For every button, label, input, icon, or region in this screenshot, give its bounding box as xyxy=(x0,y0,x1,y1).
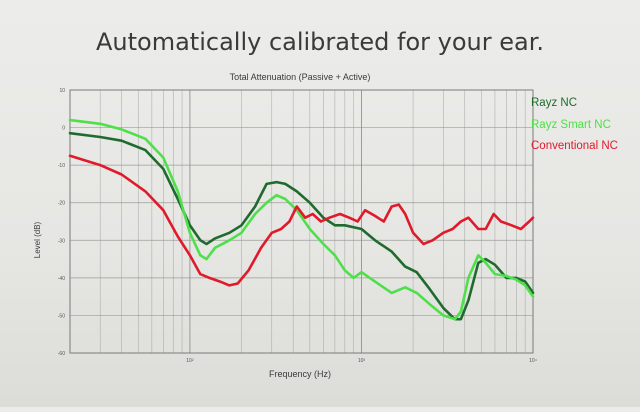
y-tick-label: -20 xyxy=(58,201,65,207)
y-tick-label: 10 xyxy=(59,88,65,94)
x-tick-label: 10⁴ xyxy=(529,358,537,364)
series-layer xyxy=(68,118,535,321)
series-line-2 xyxy=(68,154,535,287)
y-tick-label: 0 xyxy=(62,126,65,132)
series-line-0 xyxy=(68,131,535,321)
x-axis-label: Frequency (Hz) xyxy=(269,369,331,379)
x-tick-label: 10² xyxy=(186,358,194,364)
series-line-1 xyxy=(68,118,535,321)
y-tick-label: -10 xyxy=(58,163,65,169)
legend-item: Conventional NC xyxy=(531,140,618,152)
y-axis-label: Level (dB) xyxy=(33,221,42,258)
y-tick-label: -40 xyxy=(58,276,65,282)
legend: Rayz NC Rayz Smart NC Conventional NC xyxy=(531,97,618,152)
x-tick-label: 10³ xyxy=(358,358,366,364)
y-tick-label: -60 xyxy=(58,351,65,357)
y-tick-label: -50 xyxy=(58,313,65,319)
chart-title: Total Attenuation (Passive + Active) xyxy=(230,72,371,82)
tick-layer: 10 0 -10 -20 -30 -40 -50 -60 10² 10³ 10⁴ xyxy=(58,88,537,364)
y-tick-label: -30 xyxy=(58,238,65,244)
legend-item: Rayz NC xyxy=(531,97,577,109)
plot-frame xyxy=(69,89,534,354)
legend-item: Rayz Smart NC xyxy=(531,119,611,131)
slide-title: Automatically calibrated for your ear. xyxy=(95,28,545,56)
